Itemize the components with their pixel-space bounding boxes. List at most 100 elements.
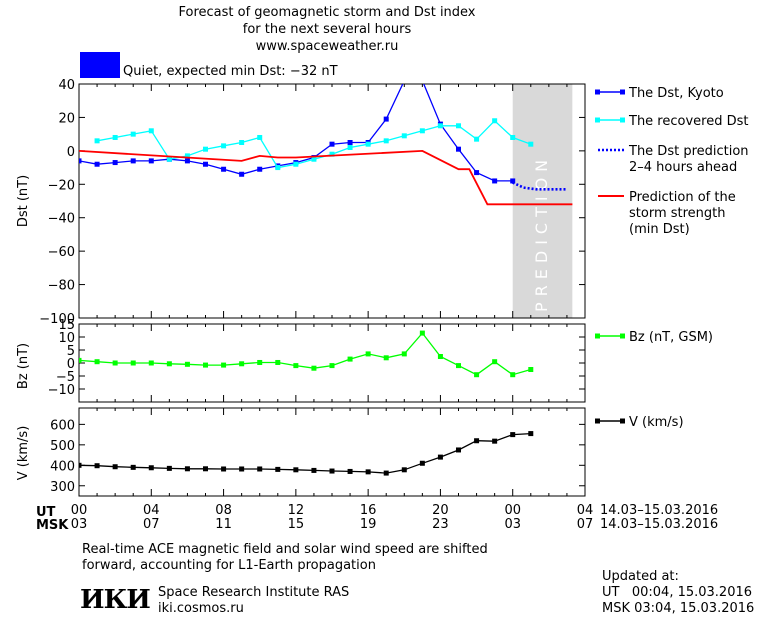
institute-link[interactable]: iki.cosmos.ru (158, 601, 244, 616)
msk-date-range: 14.03–15.03.2016 (600, 517, 718, 532)
data-point (456, 363, 461, 369)
y-tick-label: −100 (39, 312, 75, 327)
data-point (79, 158, 82, 164)
y-tick-label: 0 (67, 145, 75, 160)
ut-tick-label: 00 (71, 503, 88, 518)
data-point (239, 171, 245, 177)
legend-marker (620, 117, 625, 123)
y-tick-label: −80 (48, 279, 75, 294)
chart-title-line2: for the next several hours (242, 22, 412, 37)
data-point (79, 462, 82, 468)
data-point (402, 78, 407, 83)
updated-ut: UT 00:04, 15.03.2016 (602, 585, 753, 600)
data-point (401, 467, 407, 473)
status-color-swatch (80, 52, 120, 78)
plot-frame (78, 83, 586, 319)
data-point (275, 165, 281, 171)
legend-marker (595, 89, 600, 95)
data-point (437, 454, 443, 460)
legend-label: Prediction of the storm strength (min Dst) (629, 190, 736, 237)
y-tick-label: −40 (48, 212, 75, 227)
msk-tick-label: 03 (71, 517, 88, 532)
data-point (221, 166, 227, 172)
legend-label: The Dst prediction 2–4 hours ahead (628, 144, 749, 175)
y-tick-label: 300 (50, 480, 75, 495)
data-point (203, 146, 208, 152)
data-point (221, 362, 227, 368)
data-point (221, 466, 227, 472)
data-point (94, 161, 100, 167)
ut-tick-label: 04 (143, 503, 160, 518)
chart-title-line1: Forecast of geomagnetic storm and Dst in… (178, 5, 476, 20)
prediction-band (512, 84, 573, 318)
data-point (365, 469, 371, 475)
data-point (94, 463, 100, 469)
msk-tick-label: 15 (288, 517, 305, 532)
data-point (456, 447, 461, 453)
data-point (257, 166, 263, 172)
y-tick-label: 600 (50, 418, 75, 433)
legend-entry: The recovered Dst (595, 114, 748, 129)
legend-label: The Dst, Kyoto (628, 86, 724, 101)
institute-name: Space Research Institute RAS (158, 585, 350, 600)
data-point (239, 361, 245, 367)
data-point (130, 158, 136, 164)
y-tick-label: 20 (58, 111, 75, 126)
data-point (510, 432, 516, 438)
data-point (184, 466, 190, 472)
ut-axis-title: UT (36, 505, 56, 520)
ut-tick-label: 00 (504, 503, 521, 518)
legend-entry: The Dst prediction 2–4 hours ahead (598, 144, 749, 175)
legend-marker (620, 418, 625, 424)
ut-tick-label: 12 (288, 503, 305, 518)
data-point (528, 431, 534, 437)
legend-label: Bz (nT, GSM) (629, 330, 713, 345)
series-group (79, 330, 534, 378)
data-point (148, 158, 154, 164)
legend-marker (595, 117, 600, 123)
data-point (419, 128, 425, 134)
y-tick-label: 10 (58, 331, 75, 346)
data-point (257, 359, 263, 365)
data-point (293, 467, 299, 473)
msk-axis-title: MSK (36, 518, 69, 533)
data-point (492, 118, 498, 124)
data-point (130, 360, 136, 366)
data-point (257, 134, 263, 140)
legend-label: The recovered Dst (628, 114, 748, 129)
y-tick-label: 400 (50, 459, 75, 474)
legend-marker (595, 333, 600, 339)
data-point (239, 140, 245, 145)
data-point (419, 460, 425, 466)
data-point (166, 465, 172, 471)
data-point (166, 361, 172, 367)
msk-tick-label: 03 (504, 517, 521, 532)
data-point (528, 141, 534, 147)
data-point (275, 359, 281, 365)
plot-frame (78, 407, 586, 497)
data-point (130, 464, 136, 470)
data-point (203, 466, 208, 472)
data-point (365, 141, 371, 147)
legend-marker (595, 418, 600, 424)
data-point (148, 360, 154, 366)
panel-v: 600 500 400 300 V (km/s) (16, 407, 586, 497)
prediction-label: PREDICTION (532, 154, 551, 312)
data-point (184, 153, 190, 159)
legend-entry: Bz (nT, GSM) (595, 330, 713, 345)
data-point (347, 468, 353, 474)
iki-logo: ИКИ (80, 585, 151, 615)
data-point (474, 372, 480, 378)
data-point (329, 151, 335, 157)
y-tick-label: 15 (58, 318, 75, 333)
data-point (94, 359, 100, 365)
data-point (221, 143, 227, 149)
msk-tick-label: 07 (143, 517, 160, 532)
y-tick-label: −10 (48, 383, 75, 398)
data-point (184, 361, 190, 367)
data-point (329, 363, 335, 369)
website-link[interactable]: www.spaceweather.ru (255, 39, 399, 54)
data-point (510, 134, 516, 140)
data-point (203, 362, 208, 368)
